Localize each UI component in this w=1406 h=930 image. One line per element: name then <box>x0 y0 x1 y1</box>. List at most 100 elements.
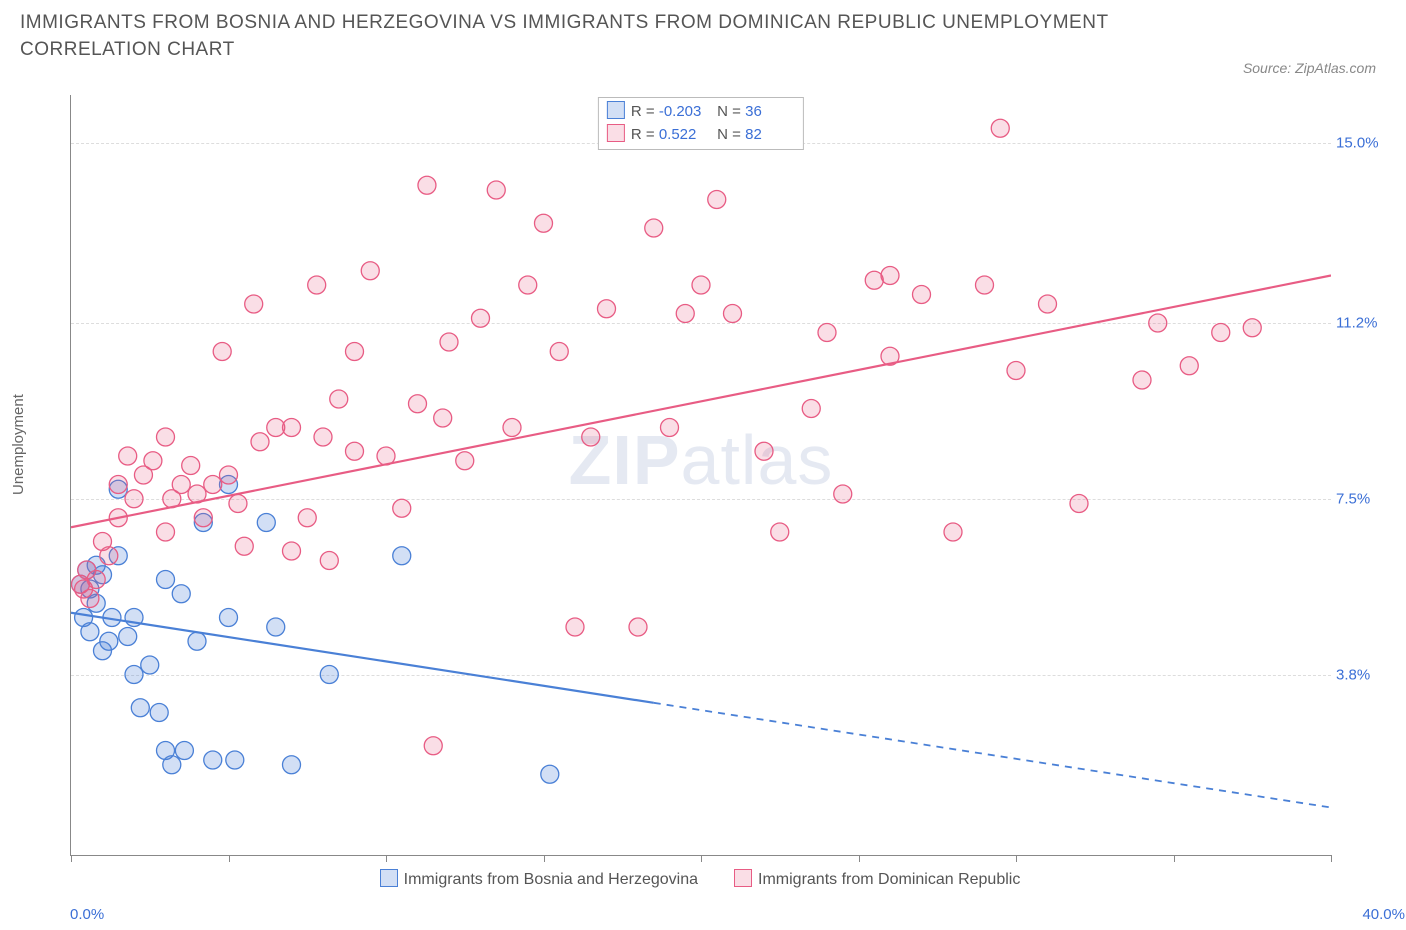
scatter-point <box>131 699 149 717</box>
scatter-point <box>100 547 118 565</box>
scatter-point <box>487 181 505 199</box>
scatter-point <box>298 509 316 527</box>
scatter-point <box>283 542 301 560</box>
x-tick <box>1331 855 1332 862</box>
chart-header: IMMIGRANTS FROM BOSNIA AND HERZEGOVINA V… <box>0 0 1406 63</box>
scatter-point <box>330 390 348 408</box>
legend-swatch-icon <box>607 101 625 119</box>
scatter-point <box>1007 362 1025 380</box>
source-credit: Source: ZipAtlas.com <box>1243 60 1376 76</box>
x-axis-max-label: 40.0% <box>1362 906 1405 923</box>
scatter-point <box>755 442 773 460</box>
x-tick <box>1016 855 1017 862</box>
scatter-point <box>119 447 137 465</box>
scatter-point <box>144 452 162 470</box>
scatter-point <box>204 751 222 769</box>
scatter-point <box>346 343 364 361</box>
x-tick <box>544 855 545 862</box>
scatter-point <box>361 262 379 280</box>
scatter-point <box>424 737 442 755</box>
scatter-point <box>393 547 411 565</box>
legend-swatch-icon <box>607 124 625 142</box>
scatter-point <box>314 428 332 446</box>
scatter-point <box>976 276 994 294</box>
x-tick <box>71 855 72 862</box>
scatter-point <box>194 509 212 527</box>
scatter-point <box>267 618 285 636</box>
scatter-point <box>172 585 190 603</box>
scatter-point <box>645 219 663 237</box>
scatter-point <box>220 466 238 484</box>
scatter-point <box>182 457 200 475</box>
x-tick <box>701 855 702 862</box>
scatter-point <box>125 666 143 684</box>
scatter-point <box>81 623 99 641</box>
stat-r-label: R = <box>631 103 659 120</box>
scatter-point <box>235 537 253 555</box>
stats-legend-box: R = -0.203 N = 36R = 0.522 N = 82 <box>598 97 804 150</box>
scatter-point <box>434 409 452 427</box>
scatter-point <box>771 523 789 541</box>
legend-label: Immigrants from Dominican Republic <box>758 871 1020 888</box>
scatter-point <box>251 433 269 451</box>
scatter-point <box>175 742 193 760</box>
scatter-point <box>283 756 301 774</box>
scatter-point <box>109 476 127 494</box>
scatter-point <box>308 276 326 294</box>
scatter-point <box>245 295 263 313</box>
scatter-point <box>550 343 568 361</box>
scatter-point <box>541 765 559 783</box>
scatter-point <box>100 632 118 650</box>
scatter-point <box>881 267 899 285</box>
y-tick-label: 11.2% <box>1336 315 1391 332</box>
scatter-point <box>346 442 364 460</box>
scatter-point <box>629 618 647 636</box>
stat-r-label: R = <box>631 126 659 143</box>
scatter-point <box>283 419 301 437</box>
scatter-point <box>409 395 427 413</box>
y-tick-label: 3.8% <box>1336 666 1391 683</box>
scatter-point <box>440 333 458 351</box>
scatter-point <box>220 609 238 627</box>
legend-label: Immigrants from Bosnia and Herzegovina <box>404 871 698 888</box>
chart-area: Unemployment ZIPatlas R = -0.203 N = 36R… <box>20 95 1380 895</box>
scatter-point <box>141 656 159 674</box>
scatter-point <box>472 309 490 327</box>
scatter-point <box>320 552 338 570</box>
x-tick <box>1174 855 1175 862</box>
scatter-point <box>320 666 338 684</box>
scatter-point <box>802 400 820 418</box>
chart-title: IMMIGRANTS FROM BOSNIA AND HERZEGOVINA V… <box>20 10 1120 63</box>
x-tick <box>229 855 230 862</box>
scatter-point <box>81 590 99 608</box>
scatter-point <box>566 618 584 636</box>
scatter-point <box>119 628 137 646</box>
stat-n-value: 82 <box>745 124 795 147</box>
scatter-point <box>1212 324 1230 342</box>
scatter-point <box>692 276 710 294</box>
stat-n-label: N = <box>717 126 745 143</box>
scatter-point <box>1243 319 1261 337</box>
legend-item: Immigrants from Dominican Republic <box>734 869 1020 889</box>
trend-line-extrapolated <box>654 703 1331 808</box>
scatter-point <box>1070 495 1088 513</box>
legend-item: Immigrants from Bosnia and Herzegovina <box>380 869 698 889</box>
scatter-point <box>418 176 436 194</box>
scatter-point <box>834 485 852 503</box>
y-tick-label: 15.0% <box>1336 134 1391 151</box>
plot-area: ZIPatlas R = -0.203 N = 36R = 0.522 N = … <box>70 95 1331 856</box>
stat-r-value: -0.203 <box>659 101 709 124</box>
x-tick <box>859 855 860 862</box>
scatter-point <box>150 704 168 722</box>
scatter-point <box>257 514 275 532</box>
scatter-point <box>535 214 553 232</box>
scatter-point <box>582 428 600 446</box>
legend-swatch-icon <box>734 869 752 887</box>
legend-swatch-icon <box>380 869 398 887</box>
stats-row: R = 0.522 N = 82 <box>607 124 795 147</box>
scatter-point <box>598 300 616 318</box>
stat-n-label: N = <box>717 103 745 120</box>
scatter-point <box>1039 295 1057 313</box>
scatter-point <box>676 305 694 323</box>
scatter-point <box>724 305 742 323</box>
